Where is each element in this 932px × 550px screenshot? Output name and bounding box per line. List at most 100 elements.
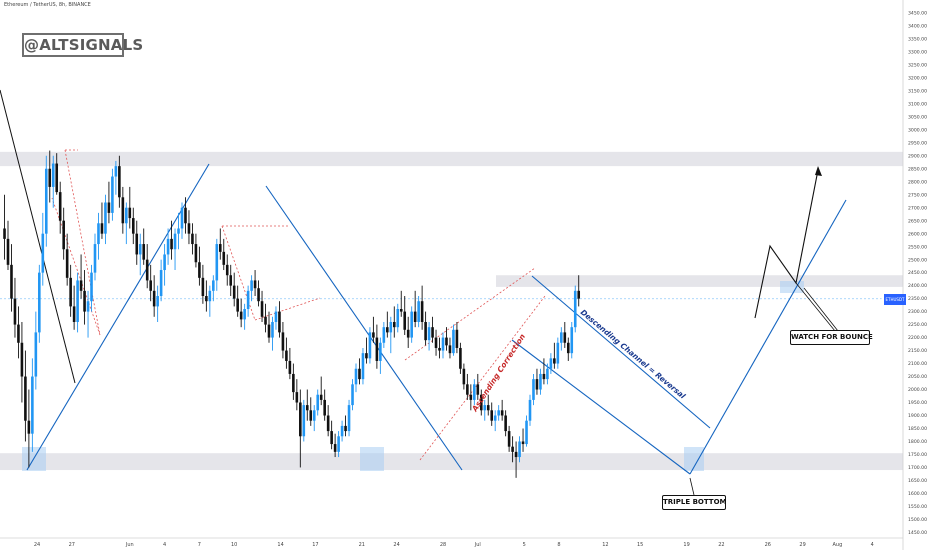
candle-body (191, 233, 194, 245)
candle-32 (114, 160, 118, 195)
candle-body (299, 402, 302, 437)
x-tick-label: 8 (557, 542, 560, 548)
candle-86 (302, 399, 306, 442)
current-price-tag: ETHUSDT (884, 294, 906, 305)
candle-88 (309, 397, 313, 426)
candle-body (389, 321, 393, 333)
candle-47 (166, 228, 170, 265)
y-tick-label: 2300.00 (908, 309, 927, 315)
y-tick-label: 2600.00 (908, 231, 927, 237)
y-tick-label: 1750.00 (908, 452, 927, 458)
y-tick-label: 2900.00 (908, 153, 927, 159)
candle-body (281, 332, 285, 351)
candle-body (118, 166, 121, 198)
candle-16 (58, 181, 62, 234)
dashed-pattern-line-5 (254, 297, 321, 321)
candle-layer (3, 150, 581, 478)
candle-body (406, 329, 410, 338)
candle-body (135, 233, 139, 255)
bounce-pointer-1 (795, 282, 836, 332)
candle-64 (225, 254, 229, 286)
y-tick-label: 1950.00 (908, 400, 927, 406)
candle-24 (86, 290, 90, 338)
candle-43 (152, 275, 156, 317)
candle-body (48, 168, 52, 187)
candle-body (208, 290, 212, 302)
candle-body (354, 368, 358, 385)
candle-body (6, 238, 10, 265)
candle-body (250, 280, 253, 291)
x-tick-label: 5 (523, 542, 526, 548)
candle-body (528, 399, 532, 421)
candle-73 (257, 280, 260, 307)
y-tick-label: 2650.00 (908, 218, 927, 224)
candle-body (514, 451, 518, 458)
candle-8 (31, 358, 34, 452)
price-tag-symbol: ETHUSDT (885, 297, 905, 302)
candle-body (90, 272, 93, 302)
candle-body (260, 301, 264, 317)
candle-93 (326, 405, 330, 437)
candle-66 (232, 272, 236, 307)
zone-mid-resistance (496, 275, 903, 287)
candle-body (58, 192, 62, 221)
candle-body (236, 298, 239, 312)
candle-body (288, 360, 292, 374)
candle-body (546, 368, 549, 380)
candle-74 (260, 290, 264, 322)
candle-body (473, 384, 476, 400)
y-tick-label: 3250.00 (908, 62, 927, 68)
y-tick-label: 3150.00 (908, 88, 927, 94)
candle-body (493, 415, 497, 421)
candle-body (271, 321, 274, 338)
y-tick-label: 2800.00 (908, 179, 927, 185)
candle-body (55, 163, 59, 193)
candle-body (500, 410, 504, 416)
y-tick-label: 1500.00 (908, 517, 927, 523)
candle-63 (222, 238, 226, 271)
watermark-logo: @ALTSIGNALS (22, 33, 143, 57)
candle-body (38, 272, 41, 333)
y-tick-label: 1600.00 (908, 491, 927, 497)
candle-body (361, 353, 365, 380)
candle-145 (507, 425, 511, 452)
y-tick-label: 3100.00 (908, 101, 927, 107)
candle-body (267, 324, 271, 338)
candle-body (62, 220, 65, 250)
candle-body (278, 311, 281, 333)
y-tick-label: 2350.00 (908, 296, 927, 302)
candle-109 (382, 321, 386, 348)
y-tick-label: 2050.00 (908, 374, 927, 380)
candle-126 (441, 332, 445, 359)
candle-77 (271, 316, 274, 351)
price-axis-panel (903, 0, 932, 550)
candle-128 (448, 337, 452, 359)
early-downtrend-line (0, 89, 76, 384)
candle-68 (239, 298, 243, 328)
candle-body (69, 277, 72, 307)
y-tick-label: 3050.00 (908, 114, 927, 120)
candle-26 (93, 233, 97, 281)
descending-channel-label: Descending Channel = Reversal (579, 308, 688, 401)
zone-layer (0, 151, 903, 471)
candle-159 (556, 337, 560, 369)
candle-112 (392, 306, 396, 338)
highlight-box-3 (684, 447, 704, 471)
x-tick-label: 10 (231, 542, 237, 548)
candle-body (448, 345, 452, 354)
candle-body (542, 373, 546, 380)
candle-49 (173, 228, 177, 271)
candle-body (556, 342, 560, 364)
candle-154 (539, 368, 542, 395)
candle-body (358, 368, 361, 380)
candle-127 (445, 327, 448, 351)
candle-42 (149, 264, 152, 302)
candle-155 (542, 358, 546, 385)
candle-body (382, 327, 386, 343)
candle-141 (493, 410, 497, 432)
x-tick-label: Aug (833, 542, 843, 548)
candle-23 (83, 270, 86, 325)
candle-body (264, 316, 267, 325)
zone-upper-resistance (0, 151, 903, 167)
